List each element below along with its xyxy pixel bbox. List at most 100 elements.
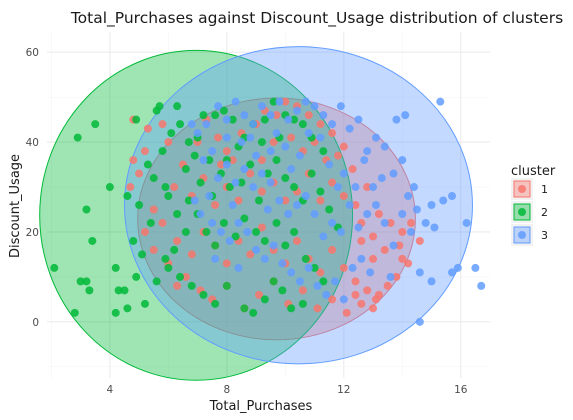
cluster-1-point [126, 183, 135, 192]
cluster-1-point [222, 147, 231, 156]
legend-label-3: 3 [541, 229, 548, 242]
cluster-1-point [316, 196, 325, 205]
cluster-2-point [231, 232, 240, 241]
cluster-1-point [158, 120, 167, 129]
cluster-1-point [149, 205, 158, 214]
cluster-2-point [50, 263, 59, 272]
cluster-3-point [380, 142, 389, 151]
cluster-3-point [222, 160, 231, 169]
cluster-3-point [398, 156, 407, 165]
cluster-1-point [257, 223, 266, 232]
cluster-3-point [313, 281, 322, 290]
cluster-1-point [257, 187, 266, 196]
cluster-3-point [319, 232, 328, 241]
cluster-3-point [319, 111, 328, 120]
cluster-2-point [290, 115, 299, 124]
cluster-2-point [287, 304, 296, 313]
cluster-3-point [266, 111, 275, 120]
cluster-3-point [369, 183, 378, 192]
cluster-2-point [240, 214, 249, 223]
cluster-1-point [316, 120, 325, 129]
cluster-3-point [345, 201, 354, 209]
cluster-3-point [328, 120, 337, 129]
cluster-2-point [225, 183, 234, 192]
cluster-2-point [164, 192, 173, 201]
cluster-1-point [374, 209, 383, 218]
cluster-1-point [246, 250, 255, 259]
cluster-3-point [380, 218, 389, 227]
cluster-3-point [284, 115, 293, 124]
cluster-3-point [231, 178, 240, 187]
cluster-3-point [293, 201, 302, 209]
cluster-3-point [336, 102, 345, 111]
cluster-2-point [135, 201, 144, 209]
cluster-3-point [304, 263, 313, 272]
x-tick-label: 4 [107, 384, 114, 396]
cluster-1-point [222, 259, 231, 268]
cluster-2-point [88, 236, 97, 245]
cluster-2-point [202, 227, 211, 236]
cluster-2-point [316, 187, 325, 196]
cluster-1-point [170, 183, 179, 192]
cluster-2-point [82, 205, 91, 214]
cluster-3-point [436, 97, 445, 106]
cluster-2-point [301, 254, 310, 263]
cluster-3-point [360, 156, 369, 165]
y-tick-label: 40 [26, 137, 39, 149]
cluster-2-point [252, 227, 261, 236]
cluster-1-point [348, 165, 357, 174]
cluster-3-point [281, 142, 290, 151]
cluster-3-point [412, 205, 421, 214]
cluster-3-point [240, 165, 249, 174]
cluster-3-point [325, 160, 334, 169]
data-points [50, 97, 486, 326]
cluster-2-point [211, 241, 220, 250]
cluster-3-point [234, 218, 243, 227]
x-axis-ticks: 4 8 12 16 [107, 384, 468, 396]
cluster-2-point [123, 192, 132, 201]
cluster-3-point [199, 156, 208, 165]
cluster-3-point [293, 106, 302, 115]
cluster-3-point [386, 272, 395, 281]
cluster-2-point [272, 218, 281, 227]
cluster-1-point [342, 308, 351, 317]
cluster-2-point [228, 115, 237, 124]
cluster-3-point [266, 178, 275, 187]
cluster-2-point [155, 102, 164, 111]
cluster-1-point [386, 218, 395, 227]
cluster-1-point [407, 218, 416, 227]
cluster-3-point [415, 317, 424, 326]
cluster-1-point [140, 227, 149, 236]
cluster-3-point [278, 259, 287, 268]
cluster-2-point [85, 286, 94, 295]
cluster-3-point [260, 254, 269, 263]
cluster-2-point [184, 138, 193, 147]
cluster-3-point [371, 133, 380, 142]
legend-title: cluster [511, 164, 556, 179]
cluster-1-point [316, 268, 325, 277]
cluster-3-point [404, 192, 413, 201]
cluster-2-point [114, 286, 123, 295]
cluster-3-point [275, 97, 284, 106]
cluster-2-point [161, 183, 170, 192]
cluster-1-point [380, 245, 389, 254]
cluster-3-point [214, 102, 223, 111]
cluster-3-point [447, 192, 456, 201]
cluster-1-point [398, 254, 407, 263]
cluster-3-point [257, 102, 266, 111]
cluster-3-point [249, 183, 258, 192]
y-tick-label: 60 [26, 47, 39, 59]
cluster-2-point [281, 174, 290, 183]
cluster-1-point [173, 281, 182, 290]
cluster-3-point [263, 205, 272, 214]
cluster-2-point [319, 147, 328, 156]
cluster-3-point [453, 263, 462, 272]
cluster-2-point [246, 160, 255, 169]
cluster-1-point [357, 236, 366, 245]
cluster-3-point [295, 151, 304, 160]
cluster-3-point [377, 174, 386, 183]
cluster-3-point [389, 241, 398, 250]
cluster-3-point [301, 192, 310, 201]
cluster-2-point [190, 151, 199, 160]
cluster-2-point [307, 169, 316, 178]
